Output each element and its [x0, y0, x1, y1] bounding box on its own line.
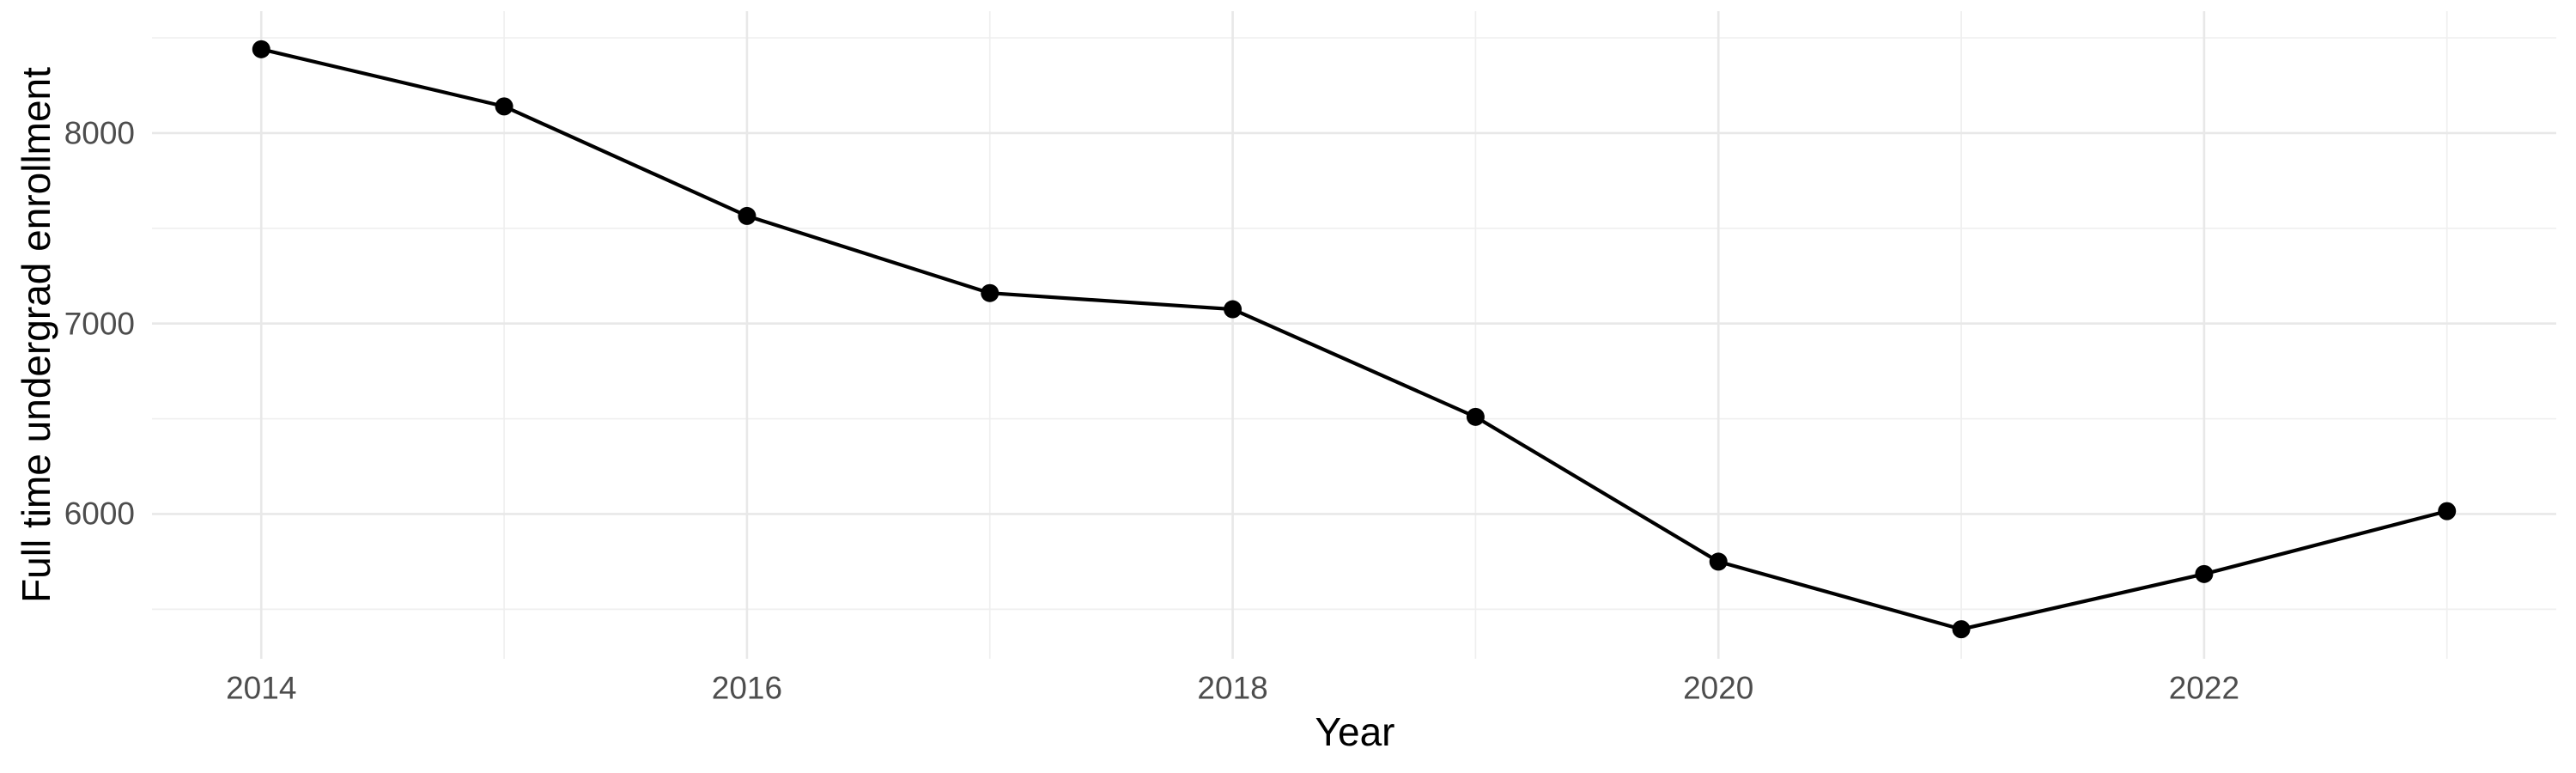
data-point [981, 283, 999, 302]
x-tick-label: 2020 [1683, 670, 1754, 706]
data-point [252, 40, 270, 58]
y-tick-label: 6000 [64, 496, 135, 532]
enrollment-line [259, 47, 2449, 631]
data-point [1709, 552, 1728, 571]
data-point [738, 206, 756, 225]
x-axis-title: Year [1315, 709, 1395, 754]
y-axis-title: Full time undergrad enrollment [14, 67, 58, 603]
data-point [495, 97, 513, 116]
data-point [1466, 407, 1485, 426]
data-point [1224, 300, 1242, 319]
x-tick-label: 2014 [226, 670, 297, 706]
y-tick-label: 7000 [64, 306, 135, 342]
data-point [2195, 564, 2214, 583]
data-point [1952, 620, 1971, 639]
y-tick-label: 8000 [64, 115, 135, 151]
x-tick-label: 2016 [711, 670, 783, 706]
x-tick-label: 2022 [2168, 670, 2240, 706]
data-point [2438, 502, 2457, 520]
x-tick-label: 2018 [1197, 670, 1268, 706]
